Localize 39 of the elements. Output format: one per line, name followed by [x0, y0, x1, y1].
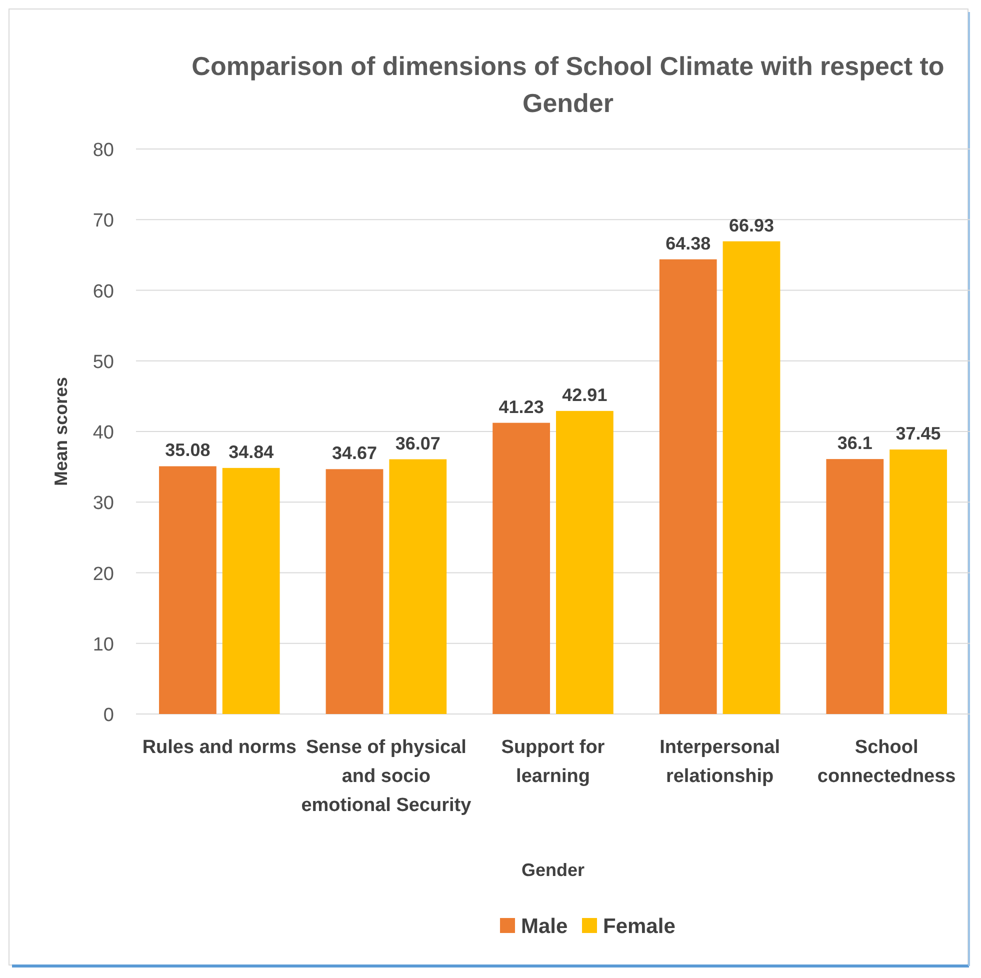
- data-label: 34.84: [228, 442, 274, 462]
- y-tick-label: 0: [103, 705, 114, 726]
- data-label: 64.38: [666, 233, 711, 254]
- y-tick-label: 10: [92, 634, 114, 656]
- y-tick-label: 30: [92, 493, 114, 514]
- bar: [556, 410, 614, 714]
- x-tick-label: Support for learning: [501, 737, 606, 787]
- y-tick-label: 60: [92, 281, 114, 302]
- legend-label: Male: [521, 915, 568, 938]
- data-label: 41.23: [498, 396, 544, 417]
- y-axis-title: Mean scores: [51, 376, 71, 486]
- data-label: 35.08: [165, 440, 210, 460]
- bar: [389, 459, 447, 714]
- bar: [326, 469, 384, 714]
- x-tick-label: School connectedness: [817, 737, 956, 787]
- data-label: 34.67: [332, 443, 378, 464]
- data-label: 66.93: [728, 215, 774, 236]
- chart-title: Comparison of dimensions of School Climate with respect to Gender: [192, 51, 944, 118]
- x-tick-label: Interpersonal relationship: [660, 737, 780, 787]
- bar: [722, 241, 780, 714]
- bar: [159, 466, 216, 714]
- x-tick-label: Sense of physical and socio emotional Security: [301, 737, 472, 816]
- legend-label: Female: [603, 915, 676, 938]
- bar: [826, 459, 884, 714]
- bar: [492, 422, 550, 714]
- bar: [659, 259, 717, 714]
- y-tick-label: 40: [92, 422, 114, 444]
- y-tick-label: 80: [92, 140, 114, 161]
- y-tick-label: 70: [92, 210, 114, 232]
- y-tick-label: 20: [92, 564, 114, 585]
- y-tick-label: 50: [92, 352, 114, 373]
- bar: [890, 450, 947, 714]
- data-label: 42.91: [562, 384, 608, 405]
- data-label: 36.07: [395, 433, 440, 454]
- x-tick-label: Rules and norms: [142, 737, 296, 758]
- x-axis-title: Gender: [521, 860, 585, 880]
- data-label: 37.45: [896, 424, 941, 444]
- bar: [222, 468, 280, 714]
- data-label: 36.1: [837, 433, 872, 454]
